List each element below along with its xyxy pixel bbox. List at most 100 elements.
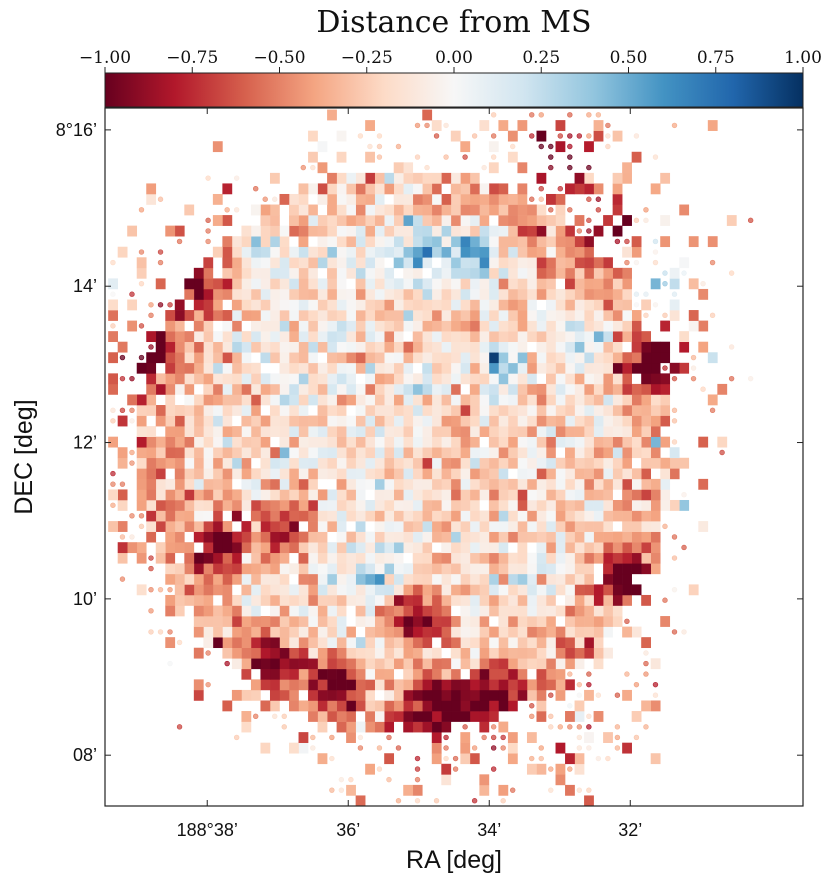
heatmap-cell [374,447,385,459]
heatmap-point [414,766,421,772]
heatmap-cell [622,584,632,596]
heatmap-cell [269,352,280,364]
heatmap-point [357,133,364,139]
heatmap-cell [355,447,366,459]
heatmap-cell [308,573,318,585]
heatmap-point [548,787,554,793]
heatmap-cell [584,563,594,575]
heatmap-point [709,407,716,413]
heatmap-cell [431,489,442,501]
heatmap-cell [546,352,556,364]
heatmap-cell [612,531,623,543]
heatmap-point [652,681,659,688]
heatmap-point [471,133,478,139]
heatmap-cell [269,278,280,290]
heatmap-cell [584,521,594,532]
heatmap-cell [460,489,471,501]
heatmap-cell [327,626,337,638]
heatmap-cell [460,584,471,596]
heatmap-cell [374,299,385,311]
heatmap-point [567,724,573,730]
heatmap-cell [212,457,223,469]
heatmap-cell [488,478,499,490]
heatmap-cell [441,594,452,606]
heatmap-cell [279,341,290,353]
heatmap-point [671,586,678,593]
heatmap-cell [231,552,242,564]
heatmap-cell [231,489,242,501]
heatmap-cell [365,679,375,691]
heatmap-cell [260,447,271,459]
heatmap-cell [203,573,214,585]
heatmap-cell [269,299,280,311]
heatmap-cell [393,405,404,416]
heatmap-cell [441,626,452,638]
heatmap-cell [174,489,185,501]
heatmap-cell [250,563,261,575]
heatmap-cell [336,257,347,269]
heatmap-cell [384,383,395,395]
heatmap-cell [127,394,138,406]
heatmap-cell [450,331,461,343]
heatmap-cell [469,299,480,311]
heatmap-cell [222,415,233,427]
heatmap-cell [460,573,471,585]
heatmap-cell [507,331,518,343]
heatmap-cell [441,679,452,691]
heatmap-cell [412,658,423,670]
heatmap-cell [174,457,185,469]
heatmap-cell [555,521,566,532]
heatmap-cell [269,594,280,606]
heatmap-cell [479,489,490,501]
heatmap-cell [565,468,575,480]
heatmap-cell [203,457,214,469]
heatmap-cell [574,383,585,395]
heatmap-cell [269,521,280,532]
heatmap-cell [241,373,252,385]
heatmap-cell [546,552,556,564]
heatmap-cell [250,489,261,501]
heatmap-cell [584,236,594,248]
heatmap-cell [565,225,575,237]
heatmap-cell [669,362,680,374]
heatmap-cell [431,215,442,226]
heatmap-cell [479,246,490,258]
heatmap-cell [431,563,442,575]
heatmap-cell [317,426,328,437]
heatmap-cell [536,689,547,701]
heatmap-point [500,745,506,751]
heatmap-cell [460,352,471,364]
heatmap-cell [355,721,366,733]
heatmap-cell [469,204,480,216]
heatmap-cell [317,679,328,691]
heatmap-cell [517,204,528,216]
heatmap-cell [441,521,452,532]
heatmap-point [119,375,126,382]
heatmap-cell [660,478,671,490]
heatmap-cell [269,405,280,416]
heatmap-cell [450,700,461,712]
heatmap-point [633,734,640,741]
heatmap-cell [612,225,623,237]
heatmap-cell [298,225,309,237]
heatmap-point [633,259,640,266]
heatmap-cell [574,352,585,364]
heatmap-cell [536,552,547,564]
heatmap-cell [165,552,176,564]
heatmap-cell [146,447,157,459]
heatmap-cell [403,510,414,522]
heatmap-cell [165,457,176,469]
heatmap-cell [469,288,480,300]
heatmap-cell [488,668,499,680]
heatmap-cell [384,288,395,300]
heatmap-cell [584,278,594,290]
heatmap-cell [479,215,490,226]
heatmap-cell [365,120,375,131]
heatmap-cell [155,436,166,448]
heatmap-cell [431,531,442,543]
heatmap-point [386,776,392,783]
heatmap-cell [536,700,547,712]
heatmap-cell [184,405,195,416]
heatmap-cell [479,426,490,437]
heatmap-cell [631,151,642,163]
